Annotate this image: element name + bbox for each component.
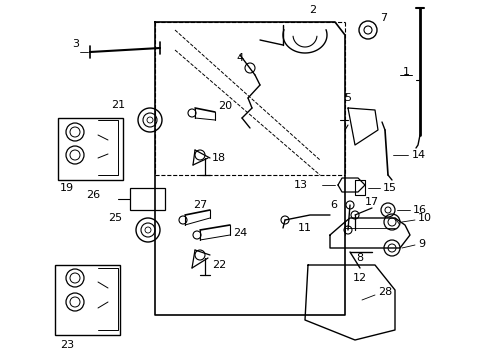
Text: 27: 27	[192, 200, 207, 210]
Text: 26: 26	[86, 190, 100, 200]
Text: 1: 1	[402, 67, 409, 77]
Text: 15: 15	[382, 183, 396, 193]
Bar	[58, 118, 123, 180]
Bar	[55, 265, 120, 335]
Text: 18: 18	[212, 153, 225, 163]
Text: 10: 10	[417, 213, 431, 223]
Text: 13: 13	[293, 180, 307, 190]
Text: 25: 25	[108, 213, 122, 223]
Text: 28: 28	[377, 287, 391, 297]
Text: 23: 23	[60, 340, 74, 350]
Text: 5: 5	[344, 93, 351, 103]
Text: 7: 7	[379, 13, 386, 23]
Bar	[130, 188, 164, 210]
Text: 19: 19	[60, 183, 74, 193]
Text: 2: 2	[309, 5, 316, 15]
Text: 9: 9	[417, 239, 424, 249]
Text: 14: 14	[411, 150, 425, 160]
Text: 20: 20	[218, 101, 232, 111]
Text: 17: 17	[364, 197, 378, 207]
Text: 12: 12	[352, 273, 366, 283]
Text: 11: 11	[297, 223, 311, 233]
Text: 4: 4	[236, 53, 243, 63]
Text: 22: 22	[212, 260, 226, 270]
Text: 3: 3	[72, 39, 79, 49]
Text: 16: 16	[412, 205, 426, 215]
Text: 6: 6	[329, 200, 336, 210]
Text: 24: 24	[232, 228, 247, 238]
Text: 21: 21	[111, 100, 125, 110]
Text: 8: 8	[356, 253, 363, 263]
